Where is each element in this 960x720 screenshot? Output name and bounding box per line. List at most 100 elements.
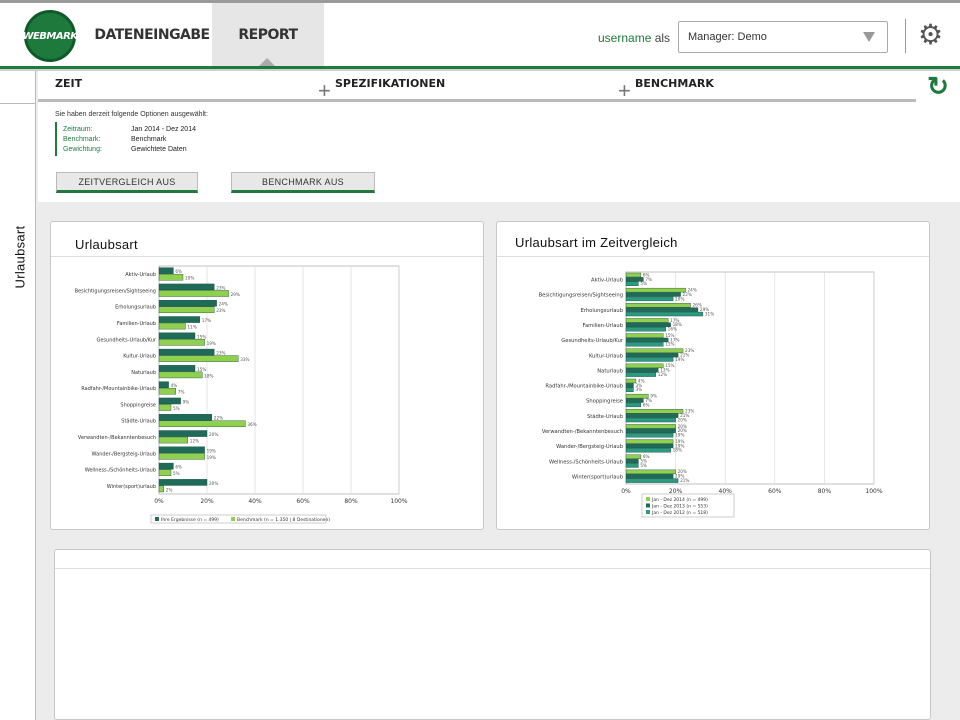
category-label: Erholungsurlaub bbox=[581, 308, 624, 314]
data-label: 19% bbox=[675, 357, 684, 362]
bar bbox=[625, 398, 644, 403]
data-label: 4% bbox=[171, 383, 178, 388]
bar bbox=[158, 446, 205, 454]
data-label: 29% bbox=[700, 307, 709, 312]
benchmark-aus-button[interactable]: BENCHMARK AUS bbox=[231, 172, 375, 193]
refresh-icon[interactable]: ↻ bbox=[916, 71, 960, 102]
category-label: Erholungsurlaub bbox=[115, 305, 156, 311]
bar bbox=[158, 267, 174, 274]
summary-key: Gewichtung: bbox=[63, 146, 102, 153]
data-label: 19% bbox=[675, 439, 684, 444]
legend-box bbox=[641, 493, 735, 518]
username-display: username als bbox=[598, 31, 670, 45]
selection-summary: Sie haben derzeit folgende Optionen ausg… bbox=[38, 102, 960, 202]
panel-title-zeitvergleich: Urlaubsart im Zeitvergleich bbox=[515, 235, 678, 250]
category-label: Radfahr-/Mountainbike-Urlaub bbox=[81, 386, 156, 392]
data-label: 17% bbox=[202, 318, 211, 323]
data-label: 6% bbox=[643, 402, 650, 407]
data-label: 15% bbox=[197, 367, 206, 372]
data-label: 29% bbox=[231, 292, 240, 297]
panel-empty bbox=[54, 549, 931, 720]
bar bbox=[625, 387, 634, 392]
data-label: 22% bbox=[683, 292, 692, 297]
panel-zeitvergleich: Urlaubsart im Zeitvergleich 0% 20% 40% 60% 8… bbox=[496, 221, 930, 530]
x-tick-label: 60% bbox=[296, 498, 310, 505]
left-rail: Urlaubsart bbox=[0, 71, 36, 720]
data-label: 3% bbox=[635, 387, 642, 392]
nav-tab-dateneingabe[interactable]: DATENEINGABE bbox=[94, 27, 210, 43]
x-tick-label: 20% bbox=[200, 498, 214, 505]
chart-urlaubsart: 0% 20% 40% 60% 80% 100%Aktiv-Urlaub6%10%Besic… bbox=[75, 265, 408, 524]
bar bbox=[625, 432, 674, 438]
bar bbox=[158, 485, 165, 493]
category-label: Verwandten-/Bekanntenbesuch bbox=[542, 429, 623, 435]
legend-box bbox=[150, 514, 327, 524]
data-label: 18% bbox=[204, 373, 213, 378]
category-label: Städte-Urlaub bbox=[587, 414, 624, 420]
data-label: 31% bbox=[705, 311, 714, 316]
plus-icon: + bbox=[618, 78, 631, 103]
gear-icon[interactable]: ⚙ bbox=[918, 19, 944, 50]
legend-label: Ihre Ergebnisse (n = 499) bbox=[161, 517, 219, 523]
bar bbox=[158, 322, 186, 330]
bar bbox=[158, 453, 205, 460]
option-spezifikationen[interactable]: SPEZIFIKATIONEN bbox=[335, 77, 446, 90]
data-label: 23% bbox=[216, 351, 225, 356]
data-label: 20% bbox=[678, 424, 687, 429]
data-label: 23% bbox=[216, 285, 225, 290]
sidebar-label-urlaubsart[interactable]: Urlaubsart bbox=[12, 225, 28, 289]
data-label: 19% bbox=[207, 341, 216, 346]
legend-label: Jan - Dez 2014 (n = 499) bbox=[651, 497, 708, 503]
category-label: Winter(sport)urlaub bbox=[107, 484, 156, 490]
option-benchmark[interactable]: BENCHMARK bbox=[635, 77, 714, 90]
zeitvergleich-aus-button[interactable]: ZEITVERGLEICH AUS bbox=[56, 172, 198, 193]
panel-divider bbox=[55, 568, 930, 569]
category-label: Aktiv-Urlaub bbox=[591, 278, 624, 284]
panel-urlaubsart: Urlaubsart 0% 20% 40% 60% 80% 100% Aktiv-Urlau… bbox=[50, 221, 484, 530]
bar bbox=[625, 326, 666, 332]
legend-swatch bbox=[231, 517, 235, 521]
data-label: 3% bbox=[635, 383, 642, 388]
data-label: 19% bbox=[207, 448, 216, 453]
bar bbox=[625, 454, 642, 459]
panel-divider bbox=[51, 256, 483, 257]
bar bbox=[158, 316, 200, 323]
data-label: 19% bbox=[675, 443, 684, 448]
manager-select[interactable]: Manager: Demo bbox=[678, 21, 888, 53]
data-label: 9% bbox=[650, 394, 657, 399]
summary-accent-bar bbox=[55, 122, 57, 156]
data-label: 6% bbox=[643, 454, 650, 459]
data-label: 23% bbox=[216, 308, 225, 313]
bar bbox=[625, 443, 674, 449]
bar bbox=[625, 368, 659, 373]
x-tick-label: 0% bbox=[621, 488, 631, 495]
bar bbox=[625, 439, 674, 444]
category-label: Besichtigungsreisen/Sightseeing bbox=[75, 288, 156, 294]
bar bbox=[625, 307, 699, 312]
data-label: 21% bbox=[680, 413, 689, 418]
summary-key: Zeitraum: bbox=[63, 126, 93, 133]
option-zeit[interactable]: ZEIT bbox=[55, 77, 83, 90]
header-shadow-line bbox=[0, 69, 960, 71]
category-label: Städte-Urlaub bbox=[121, 419, 156, 425]
nav-tab-report[interactable]: REPORT bbox=[212, 3, 324, 66]
bar bbox=[625, 342, 664, 347]
username-value: als bbox=[654, 31, 671, 45]
bar bbox=[158, 462, 174, 470]
summary-value: Gewichtete Daten bbox=[131, 146, 187, 153]
data-label: 7% bbox=[645, 277, 652, 282]
bar bbox=[625, 458, 639, 464]
category-label: Radfahr-/Mountainbike-Urlaub bbox=[545, 384, 623, 390]
legend-label: Benchmark (n = 1.350 | 8 Destinationen) bbox=[237, 517, 330, 523]
webmark-logo[interactable]: WEBMARK bbox=[22, 10, 78, 62]
category-label: Wellness-/Schönheits-Urlaub bbox=[85, 468, 156, 474]
category-label: Naturlaub bbox=[597, 368, 623, 374]
summary-value: Jan 2014 - Dez 2014 bbox=[131, 126, 196, 133]
bar bbox=[158, 404, 172, 411]
bar bbox=[625, 348, 684, 353]
summary-row-gewichtung: Gewichtung: Gewichtete Daten bbox=[63, 146, 187, 153]
bar bbox=[625, 337, 669, 343]
data-label: 5% bbox=[173, 406, 180, 411]
bar bbox=[625, 277, 644, 282]
data-label: 15% bbox=[197, 334, 206, 339]
